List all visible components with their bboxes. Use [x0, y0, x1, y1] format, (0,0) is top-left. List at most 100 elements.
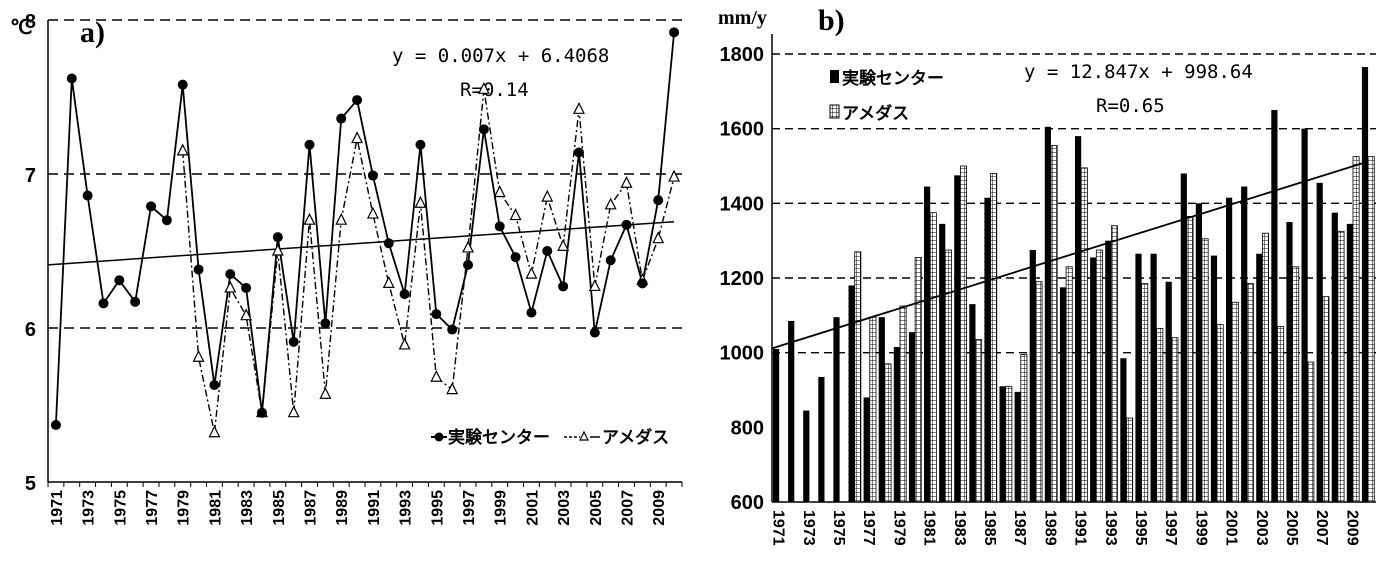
- panel-a-y-tick-label: 8: [25, 11, 36, 33]
- panel-a-series2-point: [525, 266, 538, 279]
- panel-a-series2-point: [477, 81, 490, 94]
- panel-b-series1-bar: [863, 397, 870, 502]
- panel-a-series2-point: [652, 231, 665, 244]
- panel-a-series1-point: [130, 296, 141, 307]
- panel-b-x-tick-label: 2007: [1313, 510, 1330, 546]
- panel-a-temperature-chart: ℃ a) y = 0.007x + 6.4068 R=0.14 5 6 7 8 1971…: [10, 11, 683, 526]
- panel-a-x-tick-label: 1971: [49, 490, 66, 526]
- panel-b-series2-bar: [1171, 337, 1179, 503]
- panel-b-x-tick-label: 1981: [921, 510, 938, 546]
- panel-b-series2-bar: [1367, 156, 1375, 503]
- panel-a-series2-point: [366, 206, 379, 219]
- panel-b-series1-bar: [1014, 391, 1021, 502]
- panel-a-series1-point: [161, 215, 172, 226]
- panel-b-series2-bar: [1141, 283, 1149, 503]
- panel-a-series1-point: [114, 275, 125, 286]
- panel-b-series1-bar: [1226, 197, 1233, 502]
- panel-a-series1-point: [447, 324, 458, 335]
- panel-a-x-tick-label: 1973: [81, 490, 98, 526]
- panel-b-r-value: R=0.65: [1096, 95, 1165, 117]
- panel-a-series1-point: [352, 95, 363, 106]
- panel-a-series2-point: [446, 382, 459, 395]
- panel-a-series2-point: [335, 212, 348, 225]
- panel-b-series2-bar: [1201, 238, 1209, 503]
- panel-b-legend-series2: アメダス: [842, 103, 909, 124]
- panel-a-legend: 実験センター アメダス: [431, 427, 669, 448]
- panel-a-series1-point: [383, 238, 394, 249]
- panel-a-x-tick-label: 1983: [239, 490, 256, 526]
- panel-a-series1-line: [55, 32, 675, 426]
- panel-a-x-tick-label: 1985: [271, 490, 288, 526]
- panel-a-x-tick-label: 1989: [334, 490, 351, 526]
- panel-b-series1-bar: [924, 186, 931, 503]
- panel-b-x-tick-label: 1977: [860, 510, 877, 546]
- panel-a-unit-label: ℃: [10, 17, 32, 39]
- panel-a-series1-point: [653, 195, 664, 206]
- panel-b-x-tick-label: 1995: [1132, 510, 1149, 546]
- panel-a-series1-point: [605, 255, 616, 266]
- panel-a-series1-point: [241, 282, 252, 293]
- panel-b-series1-bar: [803, 410, 810, 502]
- panel-b-series1-bar: [954, 175, 961, 503]
- panel-b-series1-bar: [1241, 186, 1248, 503]
- panel-a-x-tick-label: 1979: [176, 490, 193, 526]
- panel-b-series1-bar: [1044, 126, 1051, 503]
- panel-a-title: a): [80, 16, 105, 49]
- panel-a-x-tick-label: 1991: [366, 490, 383, 526]
- panel-a-r-value: R=0.14: [460, 79, 529, 101]
- panel-a-series2-point: [303, 212, 316, 225]
- panel-b-series1-bar: [1165, 281, 1172, 502]
- panel-b-precipitation-chart: mm/y b) y = 12.847x + 998.64 R=0.65 600 8…: [718, 4, 1376, 546]
- panel-b-series2-bar: [1216, 324, 1224, 503]
- panel-b-y-tick-label: 1000: [720, 343, 765, 365]
- panel-b-series2-bar: [1065, 266, 1073, 503]
- panel-a-series2-point: [620, 175, 633, 188]
- panel-b-series2-bar: [1020, 354, 1028, 503]
- panel-b-unit-label: mm/y: [718, 7, 767, 29]
- panel-a-series1-point: [336, 113, 347, 124]
- panel-a-series1-point: [526, 307, 537, 318]
- panel-b-series2-bar: [1095, 249, 1103, 503]
- panel-b-x-tick-label: 1993: [1102, 510, 1119, 546]
- panel-b-series1-bar: [984, 197, 991, 502]
- panel-b-series1-bar: [1120, 358, 1127, 502]
- panel-a-x-tick-label: 1987: [303, 490, 320, 526]
- panel-b-trend-equation: y = 12.847x + 998.64: [1024, 61, 1253, 83]
- panel-a-series2-point: [604, 197, 617, 210]
- panel-b-y-tick-label: 1400: [720, 193, 765, 215]
- panel-a-series2-point: [493, 185, 506, 198]
- panel-b-x-tick-label: 1973: [800, 510, 817, 546]
- panel-a-series2-point: [668, 169, 681, 182]
- panel-a-series2-line: [182, 89, 675, 433]
- panel-b-series2-bar: [990, 173, 998, 503]
- panel-b-y-tick-label: 1600: [720, 119, 765, 141]
- panel-b-series1-bar: [893, 347, 900, 502]
- panel-a-x-tick-label: 2001: [524, 490, 541, 526]
- panel-a-series1-point: [146, 201, 157, 212]
- panel-a-series1-point: [542, 246, 553, 256]
- panel-a-x-tick-label: 2005: [588, 490, 605, 526]
- panel-b-series2-bar: [1277, 326, 1285, 503]
- panel-b-legend-series1: 実験センター: [842, 68, 944, 89]
- panel-a-series2-point: [541, 189, 554, 202]
- panel-b-series1-bar: [1135, 253, 1142, 502]
- panel-a-series1-point: [589, 327, 600, 338]
- panel-a-series1-point: [209, 379, 220, 390]
- panel-b-series2-bar: [1126, 417, 1134, 503]
- panel-b-x-tick-label: 2009: [1343, 510, 1360, 546]
- panel-a-series2-point: [240, 308, 253, 321]
- panel-a-series1-point: [225, 269, 236, 280]
- panel-b-series1-bar: [878, 317, 885, 502]
- panel-b-title: b): [818, 4, 845, 37]
- panel-a-y-tick-label: 6: [25, 319, 36, 341]
- panel-b-series1-bar: [1316, 182, 1323, 503]
- panel-a-series2-point: [509, 208, 522, 221]
- panel-a-series1-point: [193, 264, 204, 275]
- panel-a-series1-point: [478, 124, 489, 135]
- panel-b-series2-bar: [1231, 301, 1239, 503]
- panel-b-x-tick-label: 1997: [1162, 510, 1179, 546]
- panel-a-series1-point: [50, 420, 61, 431]
- panel-a-x-tick-label: 1975: [112, 490, 129, 526]
- panel-a-series1-point: [494, 221, 505, 232]
- panel-a-series2-point: [414, 195, 427, 208]
